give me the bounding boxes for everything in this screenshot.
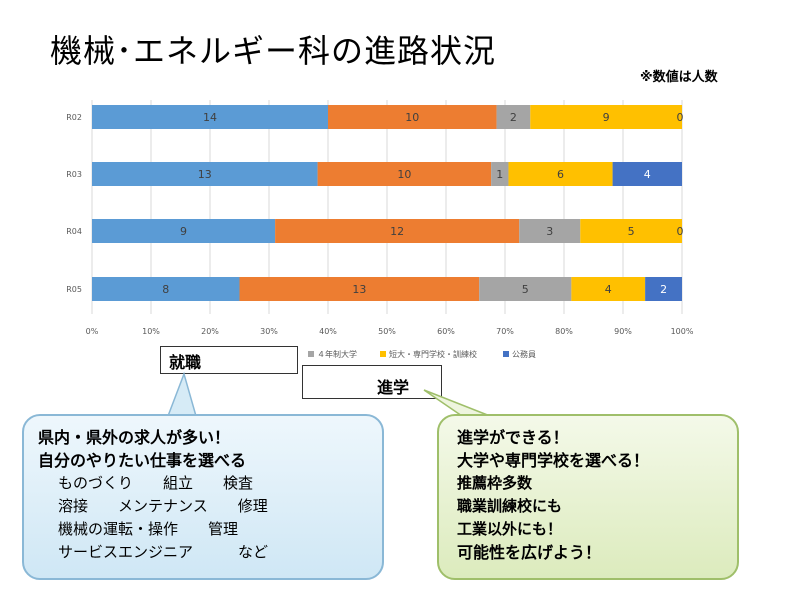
bar-segment <box>92 219 276 243</box>
x-tick-label: 80% <box>555 327 573 336</box>
bar-segment <box>645 277 682 301</box>
values-note: ※数値は人数 <box>640 70 718 85</box>
study-line-1: 進学ができる！ <box>457 428 569 447</box>
bar-segment <box>508 162 613 186</box>
bar-segment <box>92 105 328 129</box>
stacked-bar-chart: 14 10 2 9 0 13 10 1 6 4 9 12 3 5 0 8 13 5 4 2 0% 10% 20% 30% 40… <box>66 100 694 359</box>
study-line-3: 推薦枠多数 <box>457 474 533 492</box>
data-label: 2 <box>510 111 517 124</box>
further-study-info-box: 進学ができる！ 大学や専門学校を選べる！ 推薦枠多数 職業訓練校にも 工業以外に… <box>437 414 739 580</box>
data-label: 0 <box>677 111 684 124</box>
employment-line-6: サービスエンジニア など <box>58 543 269 561</box>
data-label: 13 <box>198 168 212 181</box>
data-label: 10 <box>405 111 419 124</box>
chart-bars: 14 10 2 9 0 13 10 1 6 4 9 12 3 5 0 8 13 5 4 2 <box>92 105 684 301</box>
bar-segment <box>530 105 682 129</box>
data-label: 13 <box>352 283 366 296</box>
employment-pointer <box>166 371 197 417</box>
bar-segment <box>580 219 682 243</box>
category-label: R02 <box>66 113 82 122</box>
study-line-4: 職業訓練校にも <box>457 497 563 515</box>
bar-segment <box>239 277 480 301</box>
legend-label: 短大・専門学校・訓練校 <box>389 349 477 359</box>
legend-swatch <box>503 351 509 357</box>
employment-line-2: 自分のやりたい仕事を選べる <box>38 451 247 470</box>
data-label: 12 <box>390 225 404 238</box>
x-tick-label: 50% <box>378 327 396 336</box>
legend-label: ４年制大学 <box>317 349 357 359</box>
x-tick-label: 40% <box>319 327 337 336</box>
x-tick-label: 30% <box>260 327 278 336</box>
bar-segment <box>491 162 509 186</box>
data-label: 4 <box>605 283 612 296</box>
data-label: 2 <box>660 283 667 296</box>
bar-segment <box>317 162 492 186</box>
x-tick-label: 60% <box>437 327 455 336</box>
data-label: 9 <box>603 111 610 124</box>
data-label: 8 <box>162 283 169 296</box>
legend-swatch <box>308 351 314 357</box>
x-tick-label: 70% <box>496 327 514 336</box>
data-label: 1 <box>496 168 503 181</box>
study-line-5: 工業以外にも！ <box>457 520 563 538</box>
x-tick-label: 0% <box>86 327 99 336</box>
data-label: 5 <box>628 225 635 238</box>
data-label: 5 <box>522 283 529 296</box>
employment-tag: 就職 <box>160 346 298 374</box>
bar-segment <box>92 162 318 186</box>
employment-line-5: 機械の運転・操作 管理 <box>58 520 239 538</box>
legend-label: 公務員 <box>512 349 536 359</box>
data-label: 14 <box>203 111 217 124</box>
further-study-tag: 進学 <box>302 365 442 399</box>
data-label: 10 <box>397 168 411 181</box>
bar-segment <box>571 277 646 301</box>
x-tick-label: 90% <box>614 327 632 336</box>
x-tick-label: 20% <box>201 327 219 336</box>
data-label: 9 <box>180 225 187 238</box>
study-line-2: 大学や専門学校を選べる！ <box>457 451 650 470</box>
x-tick-label: 10% <box>142 327 160 336</box>
chart-axis: 0% 10% 20% 30% 40% 50% 60% 70% 80% 90% 100% R02 R03 R… <box>66 113 694 336</box>
employment-info-box: 県内・県外の求人が多い！ 自分のやりたい仕事を選べる ものづくり 組立 検査 溶… <box>22 414 384 580</box>
category-label: R05 <box>66 285 82 294</box>
x-tick-label: 100% <box>671 327 694 336</box>
page-title: 機械･エネルギー科の進路状況 <box>50 32 497 70</box>
category-label: R03 <box>66 170 82 179</box>
legend-swatch <box>380 351 386 357</box>
study-line-6: 可能性を広げよう！ <box>457 543 602 562</box>
employment-line-1: 県内・県外の求人が多い！ <box>38 428 231 447</box>
bar-segment <box>479 277 572 301</box>
data-label: 3 <box>546 225 553 238</box>
bar-segment <box>275 219 520 243</box>
employment-line-3: ものづくり 組立 検査 <box>58 474 254 492</box>
data-label: 6 <box>557 168 564 181</box>
data-label: 0 <box>677 225 684 238</box>
data-label: 4 <box>644 168 651 181</box>
bar-segment <box>92 277 240 301</box>
bar-segment <box>496 105 531 129</box>
employment-line-4: 溶接 メンテナンス 修理 <box>58 497 268 515</box>
bar-segment <box>612 162 682 186</box>
bar-segment <box>328 105 497 129</box>
bar-segment <box>519 219 581 243</box>
category-label: R04 <box>66 227 82 236</box>
